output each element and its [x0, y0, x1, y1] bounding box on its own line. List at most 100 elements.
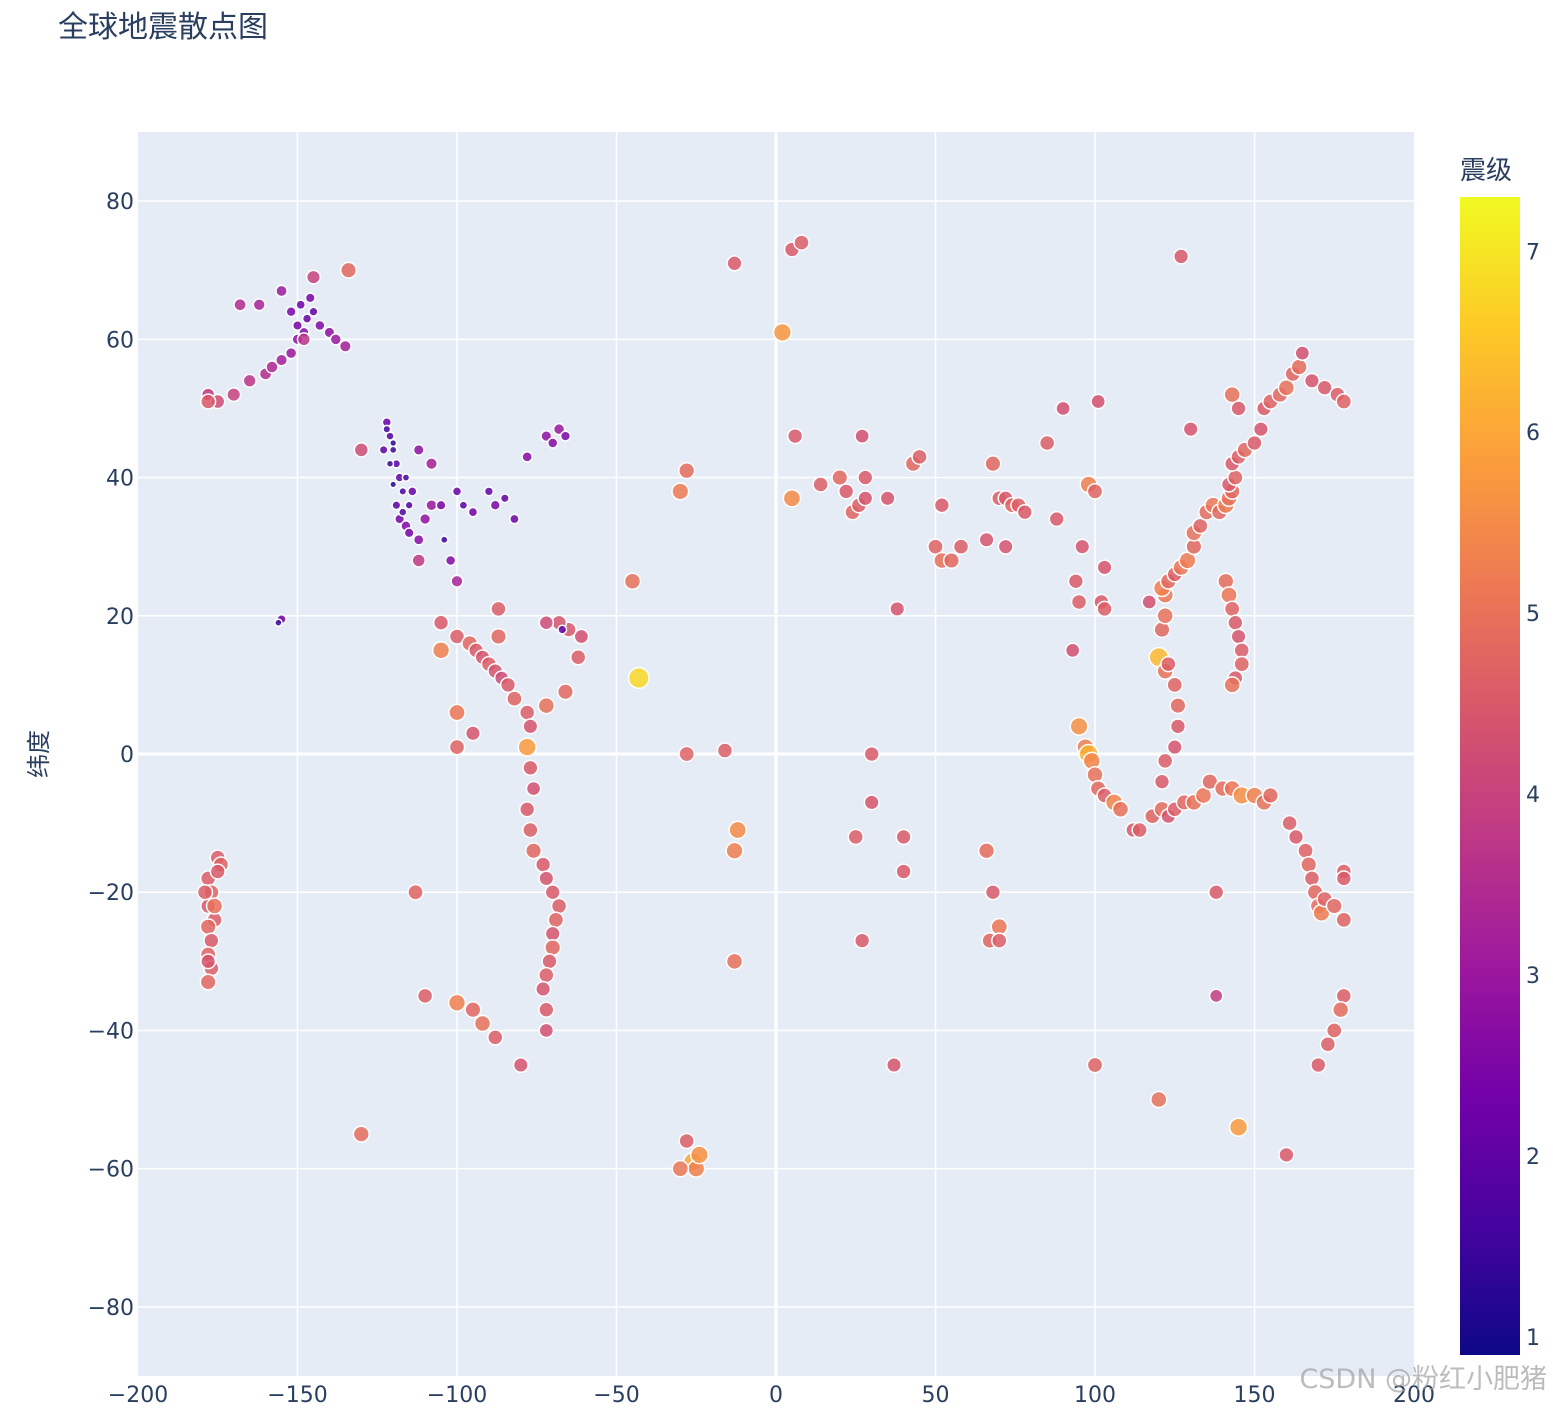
earthquake-point [506, 690, 523, 708]
earthquake-point [412, 533, 425, 546]
earthquake-point [464, 1001, 482, 1019]
earthquake-point [435, 499, 447, 511]
earthquake-point [265, 360, 279, 374]
earthquake-point [473, 1014, 492, 1033]
earthquake-point [398, 486, 408, 496]
earthquake-point [1038, 434, 1056, 452]
earthquake-point [1230, 628, 1247, 645]
earthquake-point [467, 506, 479, 518]
earthquake-point [521, 450, 534, 463]
earthquake-point [1287, 828, 1305, 846]
earthquake-point [1090, 393, 1107, 410]
earthquake-point [401, 473, 411, 482]
earthquake-point [991, 932, 1008, 949]
earthquake-point [291, 319, 304, 332]
earthquake-point [1160, 655, 1177, 673]
earthquake-point [857, 469, 874, 486]
earthquake-point [391, 500, 402, 511]
earthquake-point [353, 442, 370, 458]
earthquake-point [678, 1132, 695, 1150]
colorbar-tick-label: 2 [1526, 1145, 1540, 1170]
earthquake-point [725, 841, 744, 860]
earthquake-point [199, 973, 217, 991]
earthquake-point [487, 1029, 504, 1046]
earthquake-point [490, 600, 507, 618]
earthquake-point [977, 842, 996, 860]
earthquake-point [339, 261, 358, 279]
earthquake-point [329, 333, 343, 346]
x-tick-label: 100 [1074, 1383, 1116, 1406]
earthquake-point [1048, 510, 1065, 528]
earthquake-point [1233, 655, 1251, 673]
earthquake-point [444, 554, 457, 567]
earthquake-point [547, 911, 565, 929]
earthquake-point [1070, 593, 1088, 611]
earthquake-point [541, 953, 558, 970]
earthquake-point [352, 1125, 370, 1143]
colorbar-tick-label: 6 [1526, 421, 1540, 446]
earthquake-point [404, 500, 414, 510]
earthquake-point [1310, 1056, 1327, 1074]
earthquake-point [378, 444, 389, 455]
earthquake-point [416, 987, 434, 1005]
earthquake-point [689, 1145, 709, 1165]
earthquake-point [1191, 517, 1209, 535]
x-tick-label: −100 [427, 1383, 487, 1406]
y-axis-label: 纬度 [25, 730, 53, 778]
earthquake-point [522, 821, 539, 839]
earthquake-point [1086, 765, 1104, 784]
earthquake-point [831, 469, 849, 487]
earthquake-point [196, 883, 214, 901]
earthquake-point [544, 938, 562, 957]
x-tick-label: −200 [108, 1383, 168, 1406]
earthquake-point [200, 953, 217, 970]
earthquake-point [997, 538, 1014, 555]
earthquake-point [895, 828, 912, 846]
earthquake-point [425, 498, 438, 512]
earthquake-point [544, 884, 561, 901]
earthquake-point [424, 457, 439, 471]
earthquake-point [1319, 1036, 1337, 1053]
earthquake-point [1064, 642, 1081, 659]
earthquake-point [411, 553, 426, 568]
earthquake-point [538, 1001, 555, 1018]
colorbar-title: 震级 [1460, 156, 1512, 186]
colorbar-tick-label: 7 [1526, 240, 1540, 265]
earthquake-point [242, 373, 257, 388]
earthquake-point [854, 428, 870, 444]
earthquake-point [879, 490, 896, 507]
earthquake-point [517, 737, 537, 757]
earthquake-point [1278, 1146, 1295, 1163]
earthquake-point [671, 482, 690, 501]
earthquake-point [1230, 400, 1247, 417]
earthquake-point [1297, 842, 1314, 860]
earthquake-point [1096, 559, 1113, 576]
earthquake-point [439, 535, 449, 545]
earthquake-point [1294, 345, 1311, 362]
earthquake-point [252, 298, 266, 312]
earthquake-point [296, 332, 312, 347]
earthquake-point [1220, 586, 1238, 604]
earthquake-point [1156, 752, 1174, 770]
earthquake-point [952, 538, 970, 555]
earthquake-point [1156, 607, 1174, 625]
earthquake-point [1086, 1056, 1104, 1074]
earthquake-point [537, 696, 556, 715]
earthquake-point [1233, 642, 1250, 659]
earthquake-point [984, 455, 1002, 473]
x-tick-label: 50 [922, 1383, 950, 1406]
earthquake-point [534, 856, 552, 873]
colorbar-tick-label: 4 [1526, 783, 1540, 808]
earthquake-point [984, 884, 1002, 901]
earthquake-point [226, 387, 242, 403]
earthquake-point [857, 490, 874, 507]
earthquake-point [627, 666, 650, 690]
earthquake-point [1169, 697, 1187, 715]
earthquake-point [412, 443, 425, 456]
x-tick-label: 150 [1234, 1383, 1276, 1406]
earthquake-point [431, 641, 451, 660]
earthquake-point [1069, 716, 1089, 736]
earthquake-point [1223, 676, 1241, 694]
earthquake-point [1096, 600, 1113, 618]
earthquake-point [464, 725, 482, 742]
